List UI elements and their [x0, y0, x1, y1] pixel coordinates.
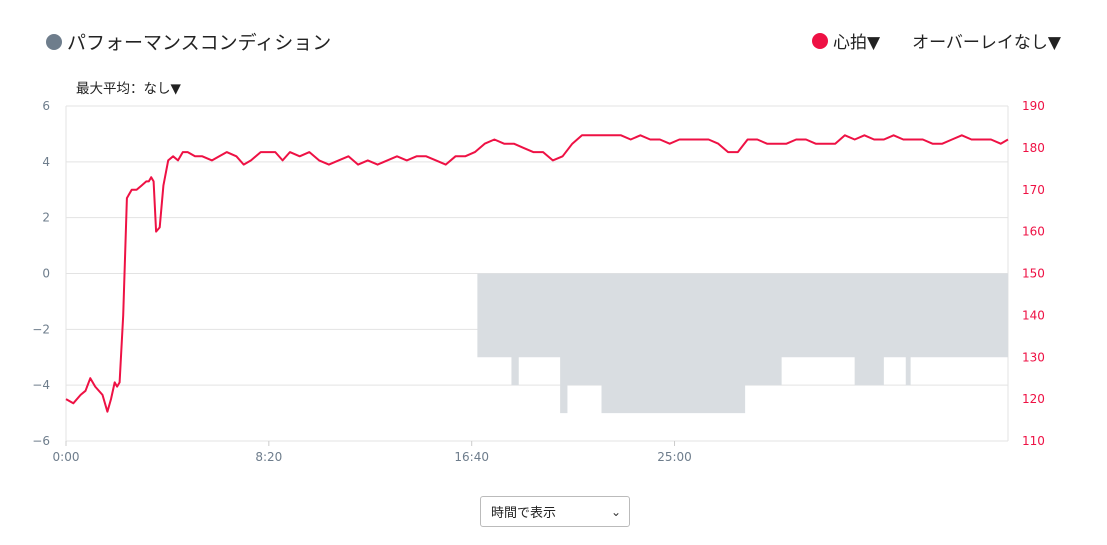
hr-series — [65, 134, 1009, 413]
legend-controls: 心拍▼ オーバーレイなし▼ — [812, 28, 1061, 53]
right-axis: 190 180 170 160 150 140 130 120 110 — [1022, 99, 1045, 448]
hr-line — [65, 134, 1009, 413]
right-tick-label: 160 — [1022, 225, 1045, 239]
right-tick-label: 170 — [1022, 183, 1045, 197]
x-tick-label: 0:00 — [53, 450, 80, 464]
right-tick-label: 140 — [1022, 308, 1045, 322]
performance-dot-icon — [46, 33, 62, 50]
x-axis: 0:00 8:20 16:40 25:00 — [53, 441, 692, 464]
hr-dot-icon — [812, 32, 829, 49]
left-tick-label: 6 — [42, 99, 50, 113]
x-tick-label: 16:40 — [454, 450, 489, 464]
right-tick-label: 180 — [1022, 141, 1045, 155]
max-average-selector[interactable]: 最大平均：なし▼ — [76, 81, 181, 97]
x-tick-label: 8:20 — [255, 450, 282, 464]
left-tick-label: −2 — [32, 322, 50, 336]
overlay-selector[interactable]: オーバーレイなし▼ — [912, 28, 1061, 53]
left-axis: 6 4 2 0 −2 −4 −6 — [32, 99, 50, 448]
right-tick-label: 120 — [1022, 392, 1045, 406]
right-tick-label: 190 — [1022, 99, 1045, 113]
right-tick-label: 130 — [1022, 350, 1045, 364]
display-mode-select[interactable]: 時間で表示 ⌄ — [480, 496, 630, 527]
left-tick-label: 0 — [42, 267, 50, 281]
display-mode-value: 時間で表示 — [491, 506, 557, 521]
x-tick-label: 25:00 — [657, 450, 692, 464]
hr-metric-selector[interactable]: 心拍▼ — [812, 28, 880, 53]
right-tick-label: 110 — [1022, 434, 1045, 448]
overlay-selector-label: オーバーレイなし▼ — [912, 33, 1061, 53]
chevron-down-icon: ⌄ — [610, 504, 621, 519]
left-tick-label: 2 — [42, 211, 50, 225]
left-tick-label: −4 — [32, 378, 50, 392]
left-tick-label: −6 — [32, 434, 50, 448]
legend-performance-label: パフォーマンスコンディション — [67, 32, 332, 54]
performance-series — [66, 273, 1008, 414]
left-tick-label: 4 — [42, 155, 50, 169]
performance-area — [66, 273, 1008, 414]
hr-selector-label: 心拍▼ — [833, 33, 881, 53]
right-tick-label: 150 — [1022, 267, 1045, 281]
legend-performance: パフォーマンスコンディション — [46, 28, 331, 55]
